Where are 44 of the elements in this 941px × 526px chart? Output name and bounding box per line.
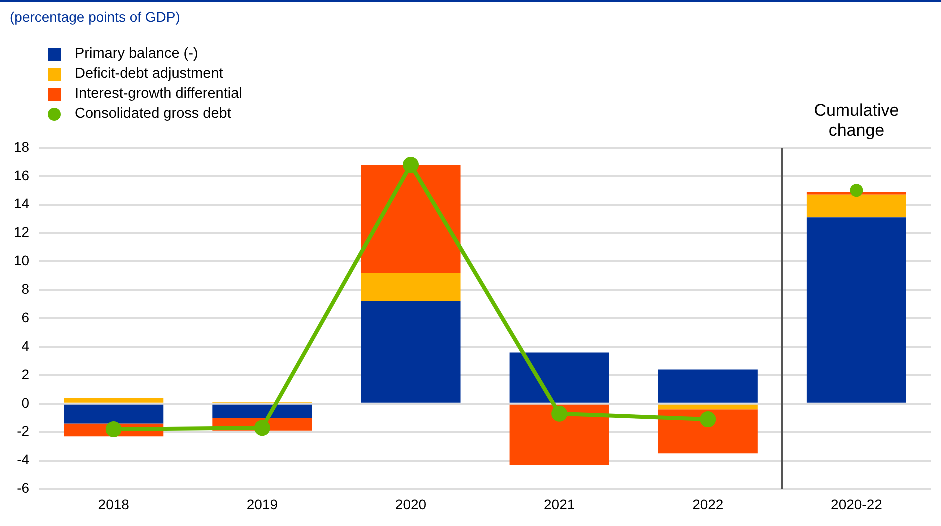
point [700,412,716,428]
x-tick-label: 2020-22 [831,496,883,512]
bar [64,398,164,403]
y-tick-label: -4 [17,452,30,468]
y-tick-label: 2 [22,366,30,382]
y-tick-label: 0 [22,394,30,411]
bar [510,352,610,403]
y-tick-label: 18 [14,138,30,155]
point [403,157,419,174]
bar [658,370,758,403]
bar [658,404,758,410]
legend-label: Deficit-debt adjustment [75,66,224,82]
text: Cumulative change [814,101,900,140]
point [254,420,270,436]
y-tick-label: 14 [14,196,30,212]
x-tick-label: 2021 [544,496,576,512]
y-tick-label: 10 [14,252,30,269]
y-tick-label: -6 [17,480,30,496]
bar [64,404,164,424]
legend-label: Primary balance (-) [75,46,198,62]
y-tick-label: 8 [22,281,30,298]
y-tick-label: 4 [22,338,30,354]
bar [212,404,312,418]
y-tick-label: -2 [17,423,30,440]
x-tick-label: 2018 [98,496,130,512]
bar [510,404,610,466]
x-tick-label: 2020 [395,496,427,512]
bar [361,273,461,302]
bar [806,194,906,218]
y-tick-label: 16 [14,167,30,184]
y-tick-label: 6 [22,309,30,326]
x-tick-label: 2019 [246,496,278,512]
bar [658,410,758,454]
legend-label: Consolidated gross debt [75,106,232,122]
bar [361,165,461,274]
point [106,421,122,438]
bar [361,302,461,403]
legend-label: Interest-growth differential [75,86,242,102]
point [552,406,568,422]
bar [806,218,906,403]
chart-title: (percentage points of GDP) [10,9,180,25]
y-tick-label: 12 [14,224,30,240]
point [850,184,864,198]
x-tick-label: 2022 [692,496,724,512]
